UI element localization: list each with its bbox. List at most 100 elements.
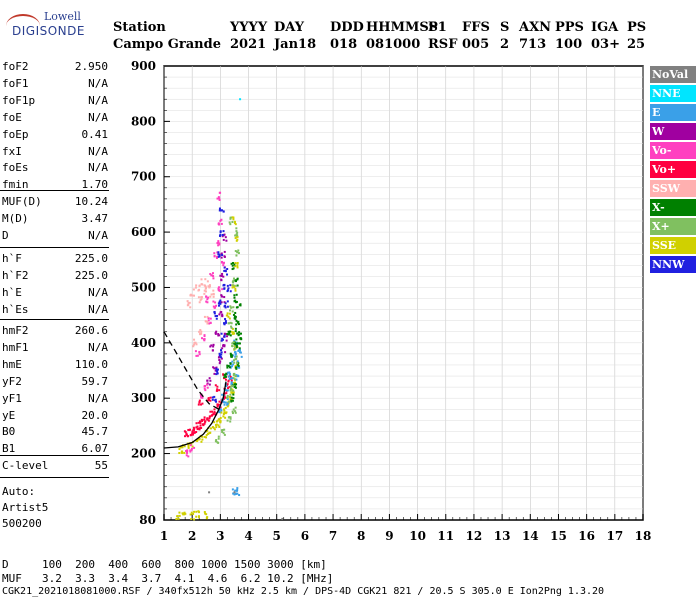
param-value: 55 — [94, 459, 108, 472]
data-point-x — [227, 330, 230, 333]
data-point-nnw — [223, 287, 226, 290]
data-point-vo — [225, 392, 228, 395]
data-point-x — [229, 362, 232, 365]
data-point-x — [238, 342, 241, 345]
header-label-0: Station — [113, 20, 166, 35]
param-row-fof1: foF1 N/A — [2, 77, 108, 93]
data-point-vo — [206, 298, 209, 301]
x-tick-label: 6 — [301, 529, 309, 543]
data-point-x — [236, 251, 239, 254]
data-point-nnw — [223, 266, 226, 269]
data-point-vo — [195, 431, 198, 434]
data-point-w — [218, 334, 221, 337]
data-point-e — [239, 351, 242, 354]
data-point-ssw — [200, 278, 203, 281]
data-point-sse — [196, 438, 199, 441]
footer-info: CGK21_2021018081000.RSF / 340fx512h 50 k… — [2, 586, 605, 597]
data-point-w — [226, 335, 229, 338]
data-point-vo — [186, 435, 189, 438]
data-point-w — [225, 339, 228, 342]
data-point-e — [236, 492, 239, 495]
data-point-w — [218, 359, 221, 362]
header-value-4: 081000 — [366, 37, 421, 52]
data-point-x — [232, 277, 235, 280]
data-point-w — [212, 345, 215, 348]
data-point-sse — [236, 266, 239, 269]
data-point-vo — [189, 450, 192, 453]
data-point-vo — [193, 446, 196, 449]
data-point-w — [220, 256, 223, 259]
data-point-e — [230, 381, 233, 384]
data-point-vo — [187, 428, 190, 431]
x-tick-label: 15 — [550, 529, 567, 543]
data-point-x — [230, 325, 233, 328]
data-point-x — [233, 294, 236, 297]
data-point-w — [212, 343, 215, 346]
data-point-w — [224, 236, 227, 239]
data-point-sse — [232, 377, 235, 380]
x-tick-label: 8 — [357, 529, 365, 543]
data-point-x — [236, 277, 239, 280]
data-point-x — [235, 346, 238, 349]
data-point-ssw — [193, 294, 196, 297]
data-point-ssw — [192, 345, 195, 348]
data-point-nnw — [229, 290, 232, 293]
data-point-x — [233, 348, 236, 351]
y-tick-label: 300 — [131, 391, 156, 405]
data-point-vo — [206, 301, 209, 304]
param-row-fof1p: foF1p N/A — [2, 94, 108, 110]
data-point-vo — [204, 420, 207, 423]
data-point-ssw — [197, 289, 200, 292]
data-point-w — [222, 275, 225, 278]
data-point-vo — [217, 240, 220, 243]
data-point-vo — [207, 419, 210, 422]
data-point-x — [232, 408, 235, 411]
data-point-vo — [198, 399, 201, 402]
data-point-sse — [231, 391, 234, 394]
data-point-ssw — [203, 289, 206, 292]
data-point-nnw — [217, 302, 220, 305]
data-point-x — [234, 311, 237, 314]
data-point-w — [218, 355, 221, 358]
param-row-foep: foEp 0.41 — [2, 128, 108, 144]
param-key: hmE — [2, 357, 22, 371]
data-point-noval — [233, 491, 236, 494]
data-point-vo — [203, 387, 206, 390]
data-point-vo — [212, 277, 215, 280]
data-point-vo — [196, 425, 199, 428]
data-point-vo — [203, 339, 206, 342]
data-point-vo — [213, 255, 216, 258]
param-key: yE — [2, 408, 16, 422]
data-point-sse — [218, 425, 221, 428]
data-point-nnw — [214, 398, 217, 401]
data-point-vo — [218, 197, 221, 200]
param-value: N/A — [88, 228, 108, 242]
data-point-vo — [216, 388, 219, 391]
data-point-w — [221, 313, 224, 316]
param-key: yF1 — [2, 391, 22, 405]
data-point-vo — [189, 449, 192, 452]
data-point-sse — [191, 445, 194, 448]
data-point-x — [215, 439, 218, 442]
data-point-x — [239, 337, 242, 340]
data-point-x — [229, 416, 232, 419]
param-row-d: D N/A — [2, 229, 108, 245]
param-key: foF1p — [2, 93, 36, 107]
param-value: 59.7 — [81, 374, 109, 388]
data-point-vo — [224, 396, 227, 399]
data-point-nne — [239, 98, 242, 101]
data-point-vo — [203, 334, 206, 337]
lowell-digisonde-logo: Lowell DIGISONDE — [6, 10, 86, 44]
data-point-sse — [234, 265, 237, 268]
data-point-vo — [192, 432, 195, 435]
data-point-sse — [193, 518, 196, 521]
param-row-hmf1: hmF1 N/A — [2, 341, 108, 357]
data-point-vo — [202, 424, 205, 427]
data-point-sse — [219, 421, 222, 424]
data-point-e — [219, 408, 222, 411]
data-point-x — [225, 396, 228, 399]
header-value-5: RSF — [428, 37, 458, 52]
data-point-vo — [216, 251, 219, 254]
data-point-sse — [223, 409, 226, 412]
data-point-vo — [203, 338, 206, 341]
